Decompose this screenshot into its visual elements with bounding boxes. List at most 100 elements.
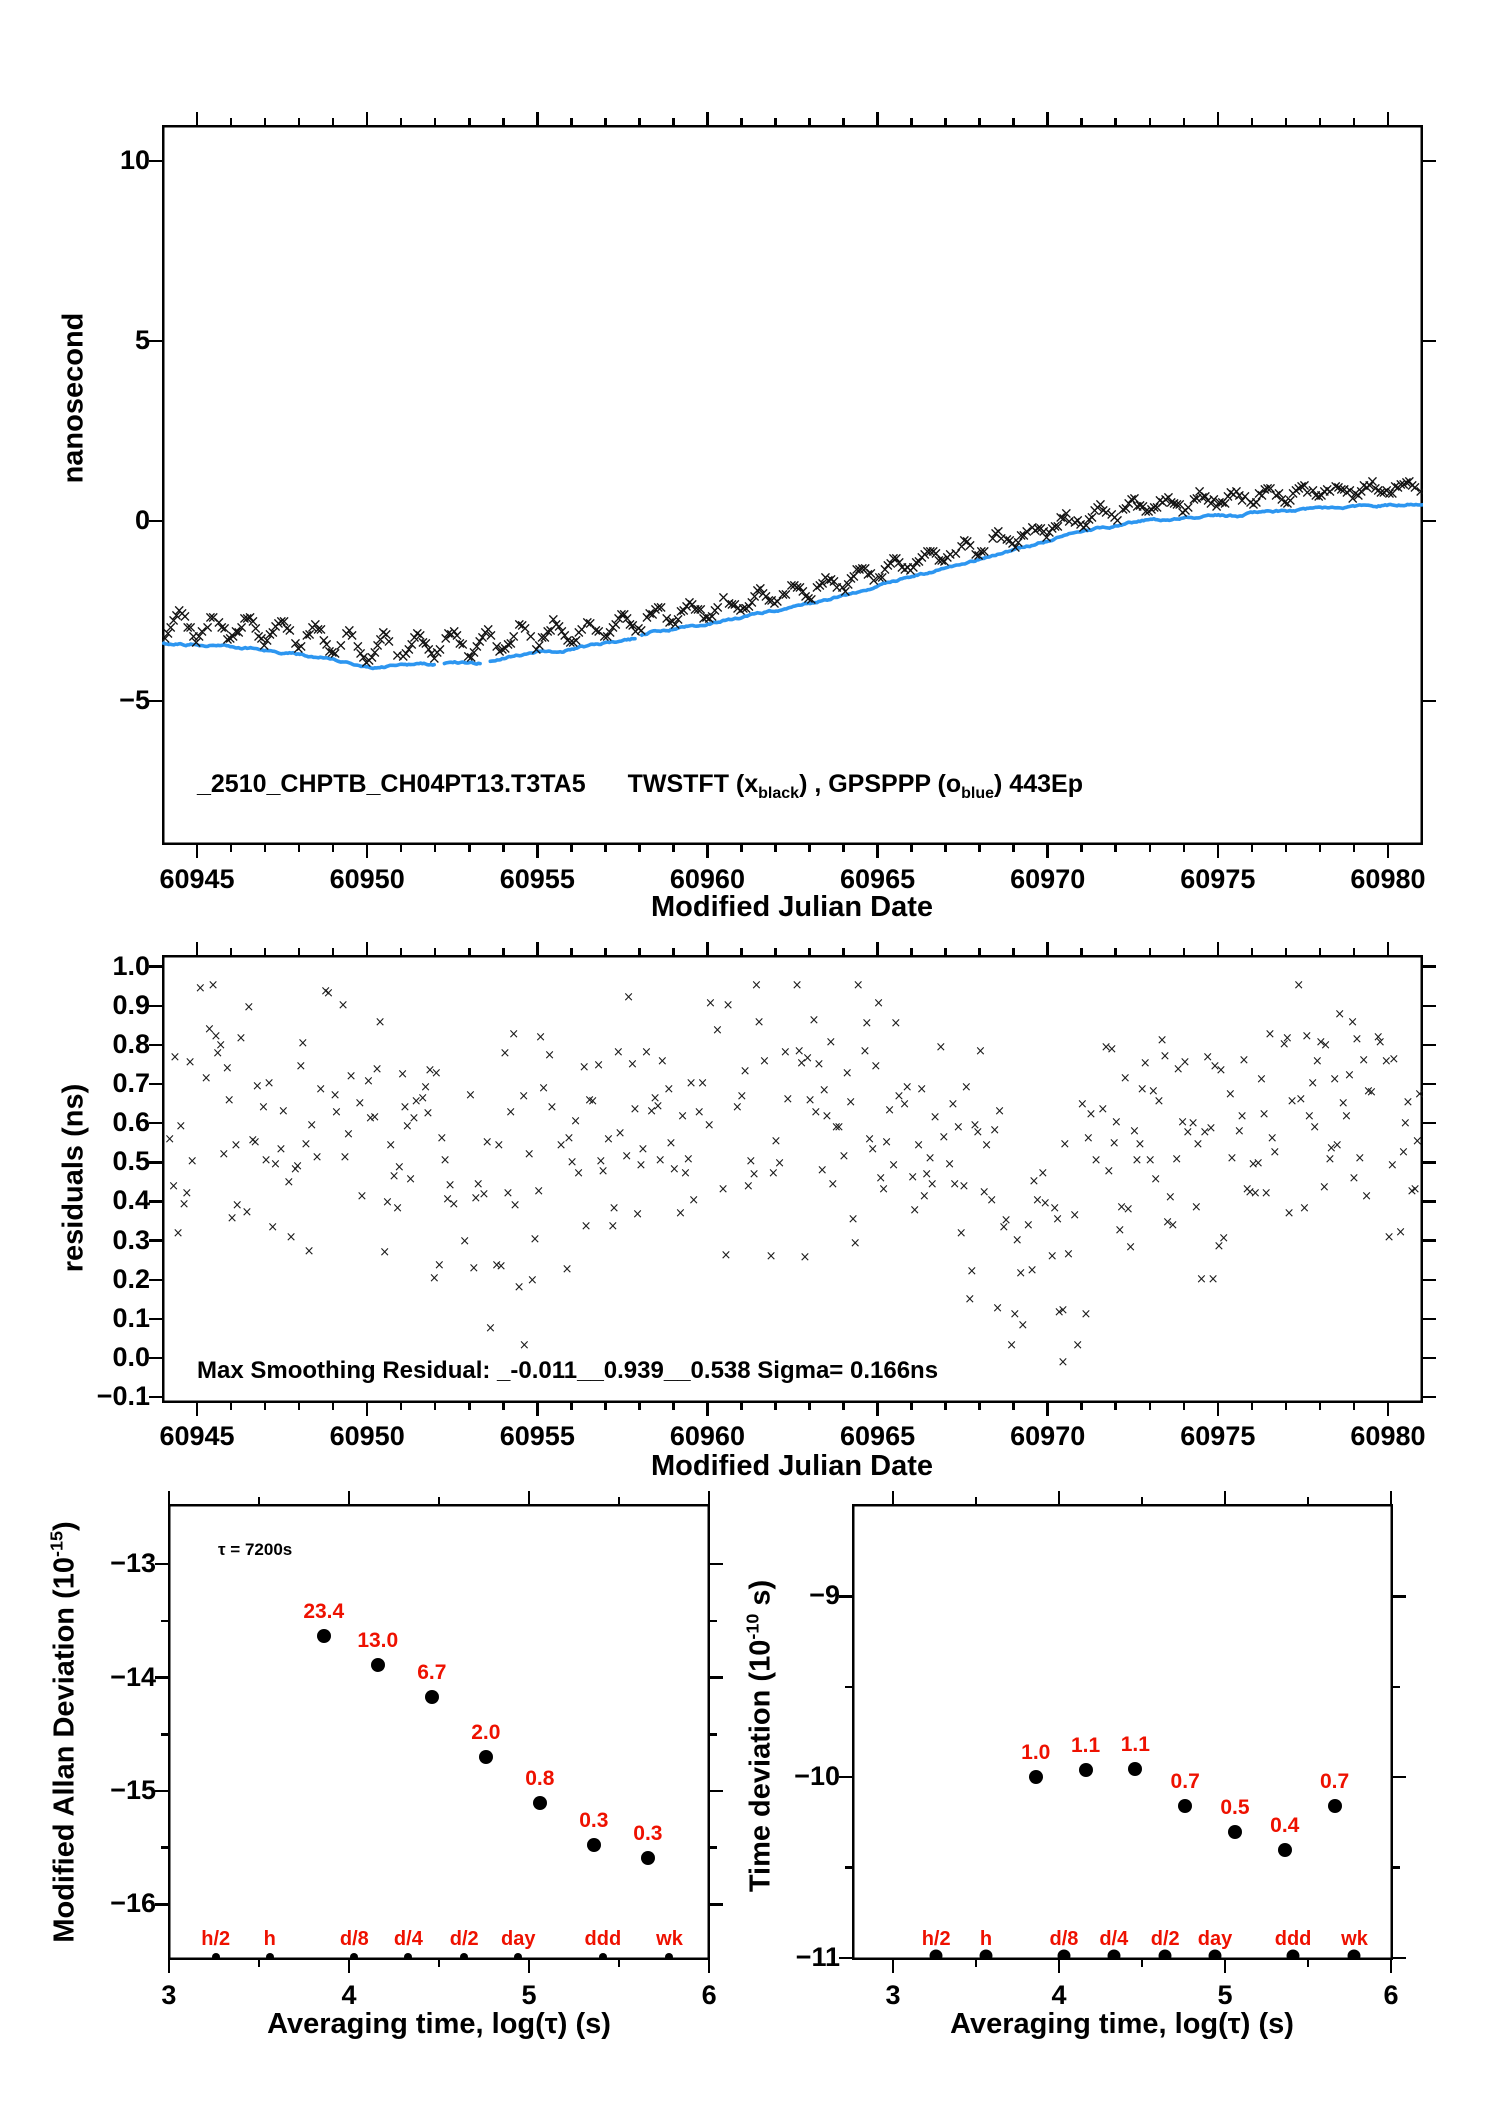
x-tick — [365, 942, 369, 955]
residual-x-marker: × — [685, 1075, 697, 1091]
residual-x-marker: × — [495, 1259, 507, 1275]
residual-x-marker: × — [1395, 1225, 1407, 1241]
residual-x-marker: × — [345, 1069, 357, 1085]
y-tick — [1423, 1200, 1436, 1203]
twstft-x-marker: × — [617, 604, 631, 624]
y-tick — [149, 519, 162, 523]
twstft-x-marker: × — [1161, 488, 1176, 508]
y-tick — [161, 1733, 168, 1736]
residual-x-marker: × — [297, 1036, 309, 1052]
twstft-x-marker: × — [166, 610, 181, 630]
residual-x-marker: × — [491, 1257, 503, 1273]
twstft-x-marker: × — [1020, 521, 1034, 541]
residual-x-marker: × — [881, 1135, 893, 1151]
twstft-x-marker: × — [779, 584, 793, 604]
x-tick — [891, 1491, 895, 1504]
twstft-x-marker: × — [424, 643, 439, 663]
twstft-x-marker: × — [960, 531, 974, 551]
x-tick — [1140, 1497, 1144, 1504]
twstft-x-marker: × — [852, 559, 867, 579]
twstft-x-marker: × — [379, 624, 393, 644]
twstft-x-marker: × — [1204, 494, 1218, 514]
twstft-x-marker: × — [359, 652, 373, 672]
residual-x-marker: × — [420, 1079, 431, 1095]
x-tick — [707, 1491, 711, 1504]
twstft-x-marker: × — [212, 612, 226, 632]
y-tick — [1393, 1775, 1406, 1779]
twstft-x-marker: × — [645, 604, 660, 624]
twstft-x-marker: × — [1232, 485, 1246, 505]
residual-x-marker: × — [909, 1202, 921, 1218]
residual-x-marker: × — [1218, 1231, 1230, 1247]
residual-x-marker: × — [779, 1045, 791, 1061]
residual-x-marker: × — [468, 1261, 480, 1277]
twstft-x-marker: × — [365, 647, 379, 667]
residual-x-marker: × — [1320, 1038, 1332, 1054]
twstft-x-marker: × — [662, 612, 677, 632]
residual-x-marker: × — [736, 1089, 748, 1105]
twstft-x-marker: × — [1317, 481, 1332, 501]
residual-x-marker: × — [720, 1248, 732, 1264]
twstft-x-marker: × — [421, 639, 436, 659]
residual-x-marker: × — [1307, 1076, 1319, 1092]
residual-x-marker: × — [813, 1057, 825, 1073]
x-tick — [1046, 1403, 1049, 1416]
x-tick — [1140, 1960, 1144, 1967]
x-tick — [195, 845, 199, 858]
residual-x-marker: × — [178, 1196, 190, 1212]
twstft-x-marker: × — [1405, 475, 1419, 495]
twstft-x-marker: × — [455, 634, 470, 654]
averaging-interval-label: wk — [656, 1928, 683, 1950]
twstft-x-marker: × — [1005, 533, 1020, 553]
residual-x-marker: × — [289, 1162, 301, 1178]
y-tick-label: 10 — [119, 145, 150, 175]
twstft-x-marker: × — [1045, 518, 1059, 538]
y-tick — [1423, 1121, 1436, 1125]
residual-x-marker: × — [731, 1100, 743, 1116]
residual-x-marker: × — [275, 1142, 287, 1158]
residual-x-marker: × — [168, 1179, 180, 1195]
twstft-x-marker: × — [518, 618, 532, 638]
twstft-x-marker: × — [1099, 502, 1113, 522]
x-tick — [978, 118, 981, 125]
residual-x-marker: × — [164, 1132, 176, 1148]
twstft-x-marker: × — [342, 620, 356, 640]
x-tick — [808, 1403, 811, 1410]
residual-x-marker: × — [518, 1088, 530, 1104]
residual-x-marker: × — [1039, 1196, 1051, 1212]
twstft-x-marker: × — [1286, 483, 1300, 503]
residual-x-marker: × — [285, 1230, 297, 1246]
x-tick-label: 60945 — [159, 1421, 235, 1451]
axis-marker-dot — [1208, 1949, 1222, 1960]
x-tick — [1216, 1403, 1220, 1416]
residual-x-marker: × — [269, 1157, 281, 1173]
twstft-x-marker: × — [569, 630, 583, 650]
y-tick — [155, 1903, 168, 1906]
y-tick-label: −11 — [795, 1942, 840, 1973]
twstft-x-marker: × — [1076, 518, 1091, 538]
residual-x-marker: × — [978, 1185, 990, 1201]
y-tick-label: 0.1 — [112, 1302, 150, 1333]
x-tick — [1318, 1403, 1322, 1410]
y-tick — [149, 1278, 162, 1281]
twstft-x-marker: × — [1235, 490, 1249, 510]
residual-x-marker: × — [526, 1273, 538, 1289]
twstft-x-marker: × — [512, 614, 527, 634]
residual-x-marker: × — [955, 1225, 967, 1241]
twstft-x-marker: × — [1255, 485, 1269, 505]
residual-x-marker: × — [221, 1060, 233, 1076]
residual-x-marker: × — [186, 1154, 198, 1170]
residual-x-marker: × — [371, 1062, 383, 1078]
residual-x-marker: × — [1192, 1137, 1204, 1153]
twstft-x-marker: × — [237, 608, 252, 628]
twstft-x-marker: × — [334, 635, 348, 655]
x-tick — [195, 112, 199, 125]
twstft-x-marker: × — [926, 541, 940, 561]
averaging-interval-label: d/2 — [449, 1928, 479, 1950]
y-tick — [839, 1956, 852, 1960]
x-tick — [1046, 112, 1049, 125]
blue-line-segment — [162, 640, 437, 671]
twstft-x-marker: × — [1056, 509, 1071, 529]
twstft-x-marker: × — [263, 624, 277, 644]
